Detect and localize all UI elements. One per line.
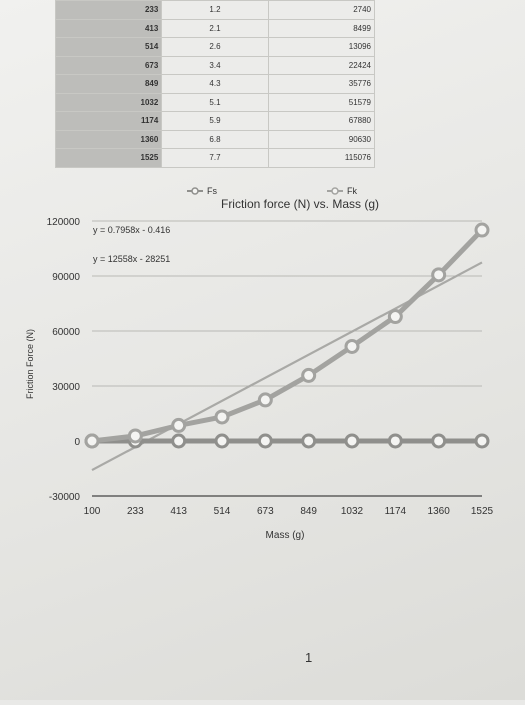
x-axis-label: Mass (g) bbox=[266, 530, 305, 541]
trendline-equation-fk: y = 12558x - 28251 bbox=[93, 254, 170, 264]
y-tick-label: 0 bbox=[74, 437, 80, 448]
legend-item-fk: Fk bbox=[327, 186, 357, 196]
legend-label: Fs bbox=[207, 186, 217, 196]
x-tick-label: 1174 bbox=[385, 506, 407, 517]
y-tick-label: -30000 bbox=[49, 492, 81, 503]
legend-item-fs: Fs bbox=[187, 186, 217, 196]
x-tick-label: 673 bbox=[257, 506, 274, 517]
x-tick-labels: 100 233 413 514 673 849 1032 1174 1360 1525 bbox=[84, 506, 494, 517]
x-tick-label: 100 bbox=[84, 506, 101, 517]
y-tick-label: 90000 bbox=[52, 272, 80, 283]
legend-marker bbox=[332, 188, 338, 194]
data-point-fk bbox=[303, 369, 315, 381]
x-tick-label: 1525 bbox=[471, 506, 494, 517]
y-tick-label: 60000 bbox=[52, 327, 80, 338]
data-point-fk bbox=[129, 430, 141, 442]
data-point-fk bbox=[86, 435, 98, 447]
data-point-fk bbox=[216, 411, 228, 423]
y-tick-label: 120000 bbox=[47, 217, 81, 228]
data-point-fk bbox=[476, 224, 488, 236]
x-tick-label: 514 bbox=[214, 506, 231, 517]
y-tick-label: 30000 bbox=[52, 382, 80, 393]
x-tick-label: 849 bbox=[300, 506, 317, 517]
data-point-fk bbox=[259, 394, 271, 406]
y-axis-label: Friction Force (N) bbox=[25, 329, 35, 399]
y-tick-labels: -30000 0 30000 60000 90000 120000 bbox=[47, 217, 81, 503]
x-tick-label: 1032 bbox=[341, 506, 364, 517]
data-point-fs bbox=[433, 435, 445, 447]
data-point-fs bbox=[389, 435, 401, 447]
legend-label: Fk bbox=[347, 186, 357, 196]
x-tick-label: 413 bbox=[170, 506, 187, 517]
page-number: 1 bbox=[305, 650, 312, 665]
data-point-fs bbox=[173, 435, 185, 447]
legend-marker bbox=[192, 188, 198, 194]
x-tick-label: 1360 bbox=[428, 506, 451, 517]
data-point-fk bbox=[346, 340, 358, 352]
data-point-fs bbox=[216, 435, 228, 447]
chart-title: Friction force (N) vs. Mass (g) bbox=[221, 197, 379, 211]
data-point-fk bbox=[389, 311, 401, 323]
data-point-fs bbox=[476, 435, 488, 447]
trendline-equation-fs: y = 0.7958x - 0.416 bbox=[93, 225, 170, 235]
data-point-fk bbox=[433, 269, 445, 281]
data-point-fs bbox=[346, 435, 358, 447]
legend: Fs Fk bbox=[187, 186, 357, 196]
data-point-fk bbox=[173, 419, 185, 431]
data-point-fs bbox=[303, 435, 315, 447]
data-point-fs bbox=[259, 435, 271, 447]
x-tick-label: 233 bbox=[127, 506, 144, 517]
